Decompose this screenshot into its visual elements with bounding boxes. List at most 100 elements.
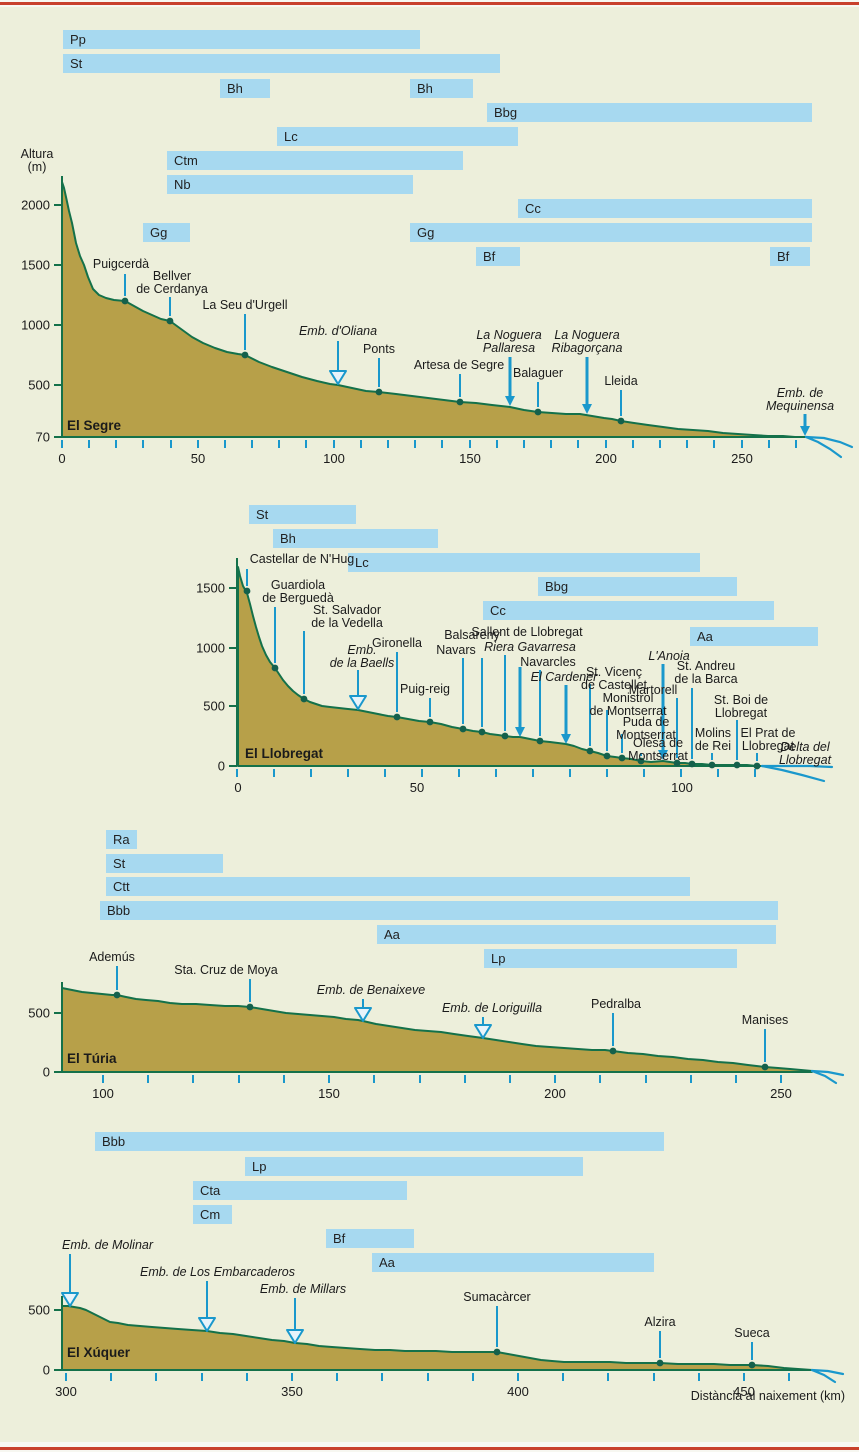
x-tick-label-el-segre: 0 <box>58 451 66 466</box>
tributary-label-emb-de-mequinensa: Emb. de Mequinensa <box>765 386 835 413</box>
x-tick-label-el-llobregat: 100 <box>671 780 693 795</box>
zone-bar-bh-2: Bh <box>220 79 270 98</box>
y-tick-label-el-segre: 2000 <box>21 197 50 213</box>
zone-bar-lc-5: Lc <box>277 127 518 146</box>
town-label-martorell: Martorell <box>628 683 678 697</box>
town-dot-monistrol-de-montserrat <box>603 752 611 760</box>
x-tick-label-el-llobregat: 0 <box>234 780 242 795</box>
town-label-el-prat-de-llobregat: El Prat de Llobregat <box>740 726 796 753</box>
dam-label-emb-de-benaixeve: Emb. de Benaixeve <box>316 983 426 997</box>
y-tick-label-el-llobregat: 500 <box>203 698 225 714</box>
text-el-x-quer: El Xúquer <box>67 1345 131 1360</box>
town-label-st-boi-de-llobregat: St. Boi de Llobregat <box>713 693 769 720</box>
profile-area-el-xuquer <box>61 1305 813 1371</box>
zone-bar-bf-4: Bf <box>326 1229 414 1248</box>
town-dot-la-seu-d-urgell <box>241 351 249 359</box>
dam-icon-emb-de-la-baells <box>349 695 367 710</box>
y-tick-label-el-turia: 500 <box>28 1005 50 1021</box>
x-tick-label-el-segre: 150 <box>459 451 481 466</box>
dam-icon-emb-de-molinar <box>61 1292 79 1307</box>
zone-bar-gg-10: Gg <box>410 223 812 242</box>
zone-bar-bbb-0: Bbb <box>95 1132 664 1151</box>
dam-icon-emb-de-loriguilla <box>474 1024 492 1039</box>
x-tick-label-el-llobregat: 50 <box>409 780 425 795</box>
zone-bar-st-1: St <box>106 854 223 873</box>
town-dot-st-boi-de-llobregat <box>733 761 741 769</box>
town-label-puig-reig: Puig-reig <box>399 682 451 696</box>
zone-bar-bh-3: Bh <box>410 79 473 98</box>
dam-icon-emb-de-millars <box>286 1329 304 1344</box>
x-tick-label-el-xuquer: 300 <box>55 1384 77 1399</box>
zone-bar-bbb-3: Bbb <box>100 901 778 920</box>
zone-bar-cc-8: Cc <box>518 199 812 218</box>
dam-label-emb-de-molinar: Emb. de Molinar <box>62 1238 154 1252</box>
zone-bar-bf-11: Bf <box>476 247 520 266</box>
zone-bar-lp-1: Lp <box>245 1157 583 1176</box>
profile-area-el-llobregat <box>237 566 763 767</box>
y-tick-label-el-segre: 70 <box>35 429 50 445</box>
y-tick-label-el-xuquer: 0 <box>42 1362 50 1378</box>
town-dot-gironella <box>393 713 401 721</box>
y-tick-label-el-llobregat: 1000 <box>196 640 225 656</box>
town-label-guardiola-de-bergued: Guardiola de Berguedà <box>262 578 334 605</box>
town-dot-el-prat-de-llobregat <box>753 762 761 770</box>
bottom-rule <box>0 1447 859 1450</box>
zone-bar-cc-4: Cc <box>483 601 774 620</box>
town-dot-puigcerd <box>121 297 129 305</box>
zone-bar-lc-2: Lc <box>348 553 700 572</box>
town-label-st-andreu-de-la-barca: St. Andreu de la Barca <box>674 659 738 686</box>
zone-bar-aa-5: Aa <box>690 627 818 646</box>
x-tick-label-el-segre: 200 <box>595 451 617 466</box>
tributary-label-la-noguera-pallaresa: La Noguera Pallaresa <box>476 328 542 355</box>
town-label-sta-cruz-de-moya: Sta. Cruz de Moya <box>174 963 278 977</box>
river-continuation-line-el-segre <box>804 435 854 449</box>
town-dot-molins-de-rei <box>708 761 716 769</box>
tributary-label-riera-gavarresa: Riera Gavarresa <box>484 640 576 654</box>
arrow-icon-la-noguera-ribagor-ana <box>582 404 592 414</box>
tributary-label-la-noguera-ribagor-ana: La Noguera Ribagorçana <box>551 328 623 355</box>
town-dot-st-vicen-de-castellet <box>586 747 594 755</box>
town-dot-st-salvador-de-la-vedella <box>300 695 308 703</box>
y-tick-label-el-llobregat: 1500 <box>196 580 225 596</box>
town-label-bellver-de-cerdanya: Bellver de Cerdanya <box>136 269 208 296</box>
town-dot-artesa-de-segre <box>456 398 464 406</box>
river-continuation-line-el-turia <box>810 1069 845 1077</box>
zone-bar-st-0: St <box>249 505 356 524</box>
town-dot-navarcles <box>536 737 544 745</box>
y-tick-label-el-xuquer: 500 <box>28 1302 50 1318</box>
arrow-icon-el-cardener <box>561 734 571 744</box>
town-label-st-vicen-de-castellet: St. Vicenç de Castellet <box>580 665 648 692</box>
dam-label-emb-d-oliana: Emb. d'Oliana <box>298 324 378 338</box>
town-label-sallent-de-llobregat: Sallent de Llobregat <box>471 625 583 639</box>
y-tick-label-el-segre: 500 <box>28 377 50 393</box>
dam-icon-emb-de-benaixeve <box>354 1007 372 1022</box>
tributary-label-l-anoia: L'Anoia <box>648 649 690 663</box>
zone-bar-bf-12: Bf <box>770 247 810 266</box>
town-label-artesa-de-segre: Artesa de Segre <box>413 358 505 372</box>
y-tick-label-el-segre: 1500 <box>21 257 50 273</box>
town-dot-bellver-de-cerdanya <box>166 317 174 325</box>
zone-bar-bbg-4: Bbg <box>487 103 812 122</box>
dam-label-emb-de-loriguilla: Emb. de Loriguilla <box>441 1001 543 1015</box>
zone-bar-bbg-3: Bbg <box>538 577 737 596</box>
river-continuation-line-el-segre <box>804 435 843 459</box>
zone-bar-st-1: St <box>63 54 500 73</box>
town-dot-navars <box>459 725 467 733</box>
arrow-icon-riera-gavarresa <box>515 727 525 737</box>
town-dot-castellar-de-n-hug <box>243 587 251 595</box>
top-rule <box>0 2 859 5</box>
arrow-icon-l-anoia <box>658 750 668 760</box>
x-tick-label-el-xuquer: 400 <box>507 1384 529 1399</box>
town-dot-alzira <box>656 1359 664 1367</box>
town-dot-pedralba <box>609 1047 617 1055</box>
text-el-t-ria: El Túria <box>67 1051 117 1066</box>
zone-bar-nb-7: Nb <box>167 175 413 194</box>
town-label-pedralba: Pedralba <box>590 997 642 1011</box>
zone-bar-ctm-6: Ctm <box>167 151 463 170</box>
town-label-navars: Navars <box>436 643 476 657</box>
town-dot-sallent-de-llobregat <box>501 732 509 740</box>
x-tick-label-el-xuquer: 350 <box>281 1384 303 1399</box>
text-altura-m: Altura (m) <box>20 147 54 174</box>
text-el-segre: El Segre <box>67 418 122 433</box>
town-dot-sta-cruz-de-moya <box>246 1003 254 1011</box>
